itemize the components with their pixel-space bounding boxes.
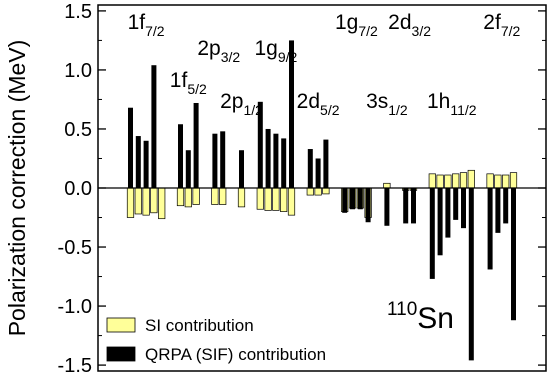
y-axis-label: Polarization correction (MeV) — [4, 40, 30, 337]
si-bar — [211, 187, 219, 205]
nucleus-annotation: 110Sn — [387, 299, 454, 335]
si-bar — [314, 187, 322, 196]
orbital-label: 1f5/2 — [170, 69, 207, 97]
qrpa-bar — [384, 188, 390, 226]
y-tick-label: 0.0 — [64, 178, 92, 200]
orbital-label: 1g9/2 — [254, 37, 297, 65]
qrpa-bar — [315, 158, 321, 188]
orbital-label: 1f7/2 — [128, 11, 165, 39]
qrpa-bar — [239, 150, 244, 188]
svg-text:110Sn: 110Sn — [387, 299, 454, 335]
si-bar — [459, 172, 468, 189]
qrpa-bar — [281, 138, 287, 188]
orbital-label: 2d5/2 — [297, 90, 340, 118]
si-bar — [126, 187, 135, 218]
si-bar — [428, 173, 436, 189]
y-tick-label: -1.0 — [58, 296, 92, 318]
qrpa-bar — [273, 133, 279, 188]
legend: SI contribution QRPA (SIF) contribution — [106, 316, 326, 364]
y-tick-label: 0.5 — [64, 119, 92, 141]
qrpa-bar — [468, 188, 474, 361]
si-bar — [444, 174, 452, 189]
orbital-label: 1g7/2 — [335, 11, 378, 39]
si-bar — [509, 172, 518, 189]
legend-swatch-si — [106, 317, 136, 333]
qrpa-bar — [185, 150, 191, 188]
qrpa-bar — [365, 188, 371, 223]
si-bar — [467, 169, 475, 189]
qrpa-bar — [495, 188, 501, 233]
qrpa-bar — [461, 188, 466, 229]
si-bar — [158, 187, 166, 220]
legend-label-qrpa: QRPA (SIF) contribution — [145, 345, 326, 364]
qrpa-bar — [220, 131, 226, 188]
qrpa-bar — [511, 188, 516, 321]
qrpa-bar — [403, 188, 409, 224]
orbital-label: 2p3/2 — [197, 37, 240, 65]
orbital-label: 1h11/2 — [427, 90, 477, 118]
qrpa-bar — [307, 149, 313, 188]
si-bar — [192, 187, 200, 205]
qrpa-bar — [212, 133, 218, 188]
si-bar — [237, 187, 246, 208]
y-tick-label: 1.5 — [64, 1, 92, 23]
si-bar — [150, 187, 158, 214]
si-bar — [256, 187, 264, 210]
si-bar — [219, 187, 227, 205]
si-bar — [142, 187, 150, 216]
si-bar — [264, 187, 272, 211]
y-axis: 1.5 1.0 0.5 0.0 -0.5 -1.0 -1.5 — [58, 1, 546, 377]
orbital-label: 2d3/2 — [388, 11, 431, 39]
si-bar — [436, 174, 444, 189]
y-tick-label: 1.0 — [64, 60, 92, 82]
qrpa-bar — [445, 188, 451, 238]
mass-number: 110 — [387, 299, 417, 320]
qrpa-bar — [323, 139, 329, 188]
y-tick-label: -1.5 — [58, 355, 92, 377]
qrpa-bar — [193, 102, 199, 188]
si-bar — [280, 187, 288, 212]
element-symbol: Sn — [417, 302, 454, 335]
qrpa-bar — [128, 107, 133, 188]
qrpa-bar — [265, 128, 271, 188]
si-bar — [494, 174, 502, 189]
qrpa-bar — [487, 188, 493, 270]
qrpa-bar — [178, 124, 183, 188]
qrpa-bar — [437, 188, 443, 256]
si-bar — [272, 187, 280, 211]
si-bar — [176, 187, 185, 207]
qrpa-bar — [453, 188, 459, 220]
qrpa-bars — [128, 40, 516, 361]
y-tick-label: -0.5 — [58, 237, 92, 259]
si-bar — [502, 174, 510, 189]
qrpa-bar — [342, 188, 348, 213]
qrpa-bar — [151, 65, 157, 188]
qrpa-bar — [503, 188, 509, 224]
legend-swatch-qrpa — [106, 346, 136, 362]
qrpa-bar — [135, 136, 141, 188]
si-bar — [452, 173, 460, 189]
si-bar — [486, 173, 494, 189]
si-bar — [383, 182, 391, 189]
qrpa-bar — [357, 188, 363, 210]
qrpa-bar — [411, 188, 416, 224]
si-bar — [287, 187, 296, 216]
qrpa-bar — [289, 40, 294, 188]
orbital-label: 2f7/2 — [483, 11, 520, 39]
si-bar — [184, 187, 192, 208]
si-bar — [134, 187, 142, 215]
plot-frame — [97, 4, 547, 372]
orbital-label: 3s1/2 — [366, 90, 408, 118]
qrpa-bar — [143, 140, 149, 188]
si-bar — [306, 187, 314, 196]
qrpa-bar — [257, 101, 263, 188]
qrpa-bar — [350, 188, 355, 210]
qrpa-bar — [429, 188, 435, 279]
si-bar — [322, 187, 330, 195]
orbital-label: 2p1/2 — [220, 90, 263, 118]
legend-label-si: SI contribution — [145, 316, 254, 335]
